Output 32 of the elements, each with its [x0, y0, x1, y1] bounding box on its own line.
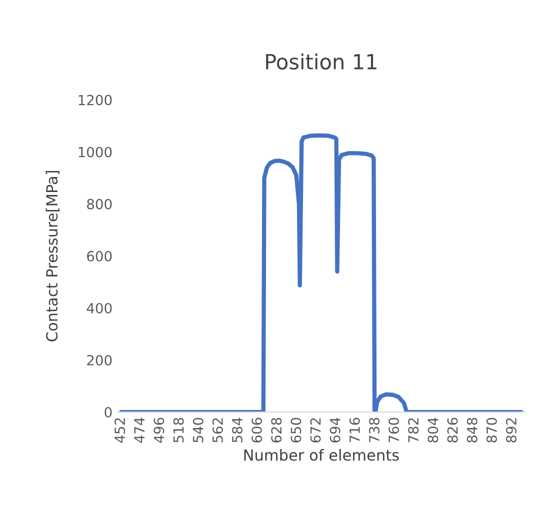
x-tick-label: 782 [408, 418, 419, 442]
x-tick-label: 650 [290, 418, 302, 442]
y-tick-label: 800 [87, 198, 112, 210]
y-tick-label: 600 [87, 250, 112, 262]
y-axis-title: Contact Pressure[MPa] [46, 171, 60, 342]
x-tick-label: 628 [271, 418, 282, 442]
x-tick-label: 738 [368, 418, 380, 442]
x-axis-title: Number of elements [244, 448, 399, 461]
x-tick-label: 540 [192, 418, 204, 442]
x-tick-label: 892 [506, 418, 516, 442]
y-tick-label: 400 [86, 302, 112, 314]
x-tick-label: 826 [447, 418, 458, 442]
x-tick-label: 672 [310, 418, 321, 442]
x-tick-label: 606 [252, 418, 262, 442]
line-series [118, 133, 524, 412]
x-tick-label: 870 [486, 418, 497, 442]
x-tick-label: 562 [212, 418, 223, 442]
y-tick-label: 0 [104, 407, 112, 418]
x-tick-label: 804 [428, 418, 438, 442]
x-tick-label: 760 [388, 418, 400, 442]
x-tick-label: 518 [173, 418, 184, 442]
y-tick-label: 1200 [78, 94, 112, 106]
y-tick-label: 200 [87, 354, 112, 366]
x-tick-label: 716 [349, 418, 360, 442]
x-tick-label: 474 [134, 418, 144, 443]
x-tick-label: 452 [114, 418, 126, 443]
x-tick-label: 496 [154, 418, 164, 443]
y-tick-label: 1000 [78, 146, 112, 158]
chart-title: Position 11 [266, 53, 376, 70]
x-tick-label: 584 [232, 418, 242, 442]
x-tick-label: 848 [466, 418, 478, 442]
x-tick-label: 694 [330, 418, 340, 442]
